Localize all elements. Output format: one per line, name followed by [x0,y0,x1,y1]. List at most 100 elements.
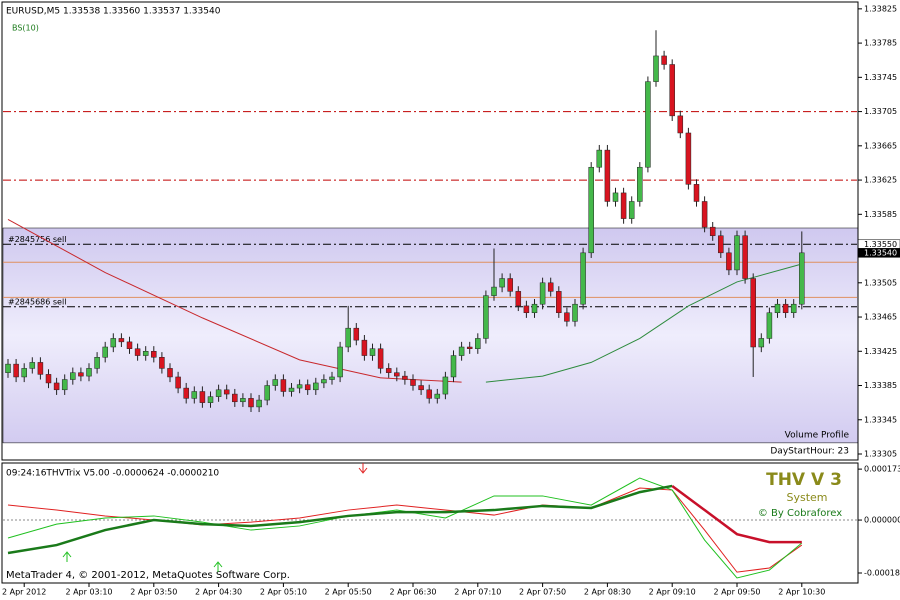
candle-body [256,399,262,408]
footer: MetaTrader 4, © 2001-2012, MetaQuotes So… [6,570,290,581]
chart-title: EURUSD,M5 1.33538 1.33560 1.33537 1.3354… [6,7,221,17]
candle-body [110,338,117,348]
y-tick-label: 1.33465 [864,313,897,322]
candle-body [151,351,157,358]
candle-body [701,201,708,228]
candle-body [102,346,108,358]
candle-body [718,235,724,254]
y-tick-label: 1.33705 [864,107,897,116]
candle-body [580,252,586,305]
candle-body [726,252,732,271]
candle-body [183,387,189,399]
y-tick-label: 1.33785 [864,39,897,48]
x-tick-label: 2 Apr 08:30 [584,588,631,597]
candle-body [53,382,60,391]
candle-body [790,303,797,314]
candle-body [645,81,651,168]
x-tick-label: 2 Apr 03:10 [65,588,112,597]
y-tick-label: 1.33345 [864,415,897,424]
candle-body [750,278,756,348]
y-tick-label: 0.0000000 [864,516,900,525]
candle-body [499,278,505,288]
candle-body [240,398,246,403]
candle-body [191,391,198,399]
candle-body [653,55,659,82]
candle-body [313,382,319,391]
candle-body [556,291,562,314]
candle-body [142,351,149,356]
candle-body [596,149,603,168]
candle-body [782,303,789,314]
candle-body [78,372,84,377]
candle-body [232,393,238,403]
x-tick-label: 2 Apr 05:50 [325,588,372,597]
y-tick-label: 1.33505 [864,278,897,287]
x-tick-label: 2 Apr 09:50 [713,588,760,597]
candle-body [693,184,700,202]
y-tick-label: 0.0001732 [864,465,900,474]
candle-body [329,376,335,380]
candle-body [628,201,635,219]
y-tick-label: 1.33745 [864,73,897,82]
candle-body [345,327,351,348]
moving-average [7,219,462,383]
y-tick-label: 1.33385 [864,381,897,390]
profile-note: DayStartHour: 23 [770,447,849,457]
candle-body [466,346,473,349]
profile-label: Volume Profile [785,431,850,441]
candle-body [45,374,52,384]
candle-body [539,282,546,305]
indicator-line [7,477,803,579]
price-box-label: 1.33540 [864,248,897,257]
candle-body [369,348,376,356]
candle-body [491,286,497,296]
candle-body [272,379,279,386]
candle-body [37,362,44,375]
indicator-line [7,484,673,555]
y-tick-label: 1.33665 [864,141,897,150]
price-box-label: 1.33550 [864,240,897,249]
candle-body [734,235,740,271]
candle-body [223,389,230,395]
candle-body [418,385,424,391]
brand-subtitle: System [786,491,827,504]
candle-body [475,338,481,349]
candle-body [385,368,392,373]
x-tick-label: 2 Apr 07:10 [454,588,501,597]
candle-body [159,357,165,369]
candle-body [5,363,11,373]
candle-body [799,252,805,305]
y-tick-label: 1.33625 [864,176,897,185]
y-tick-label: 1.33825 [864,4,897,13]
brand-author: © By Cobraforex [758,508,842,519]
candle-body [321,379,327,384]
indicator-label: BS(10) [12,24,39,33]
candle-body [199,391,206,403]
candle-body [264,385,270,401]
candle-body [620,192,627,219]
candle-body [215,389,222,397]
x-tick-label: 2 Apr 09:10 [649,588,696,597]
candle-body [450,355,457,378]
candle-body [637,166,643,202]
candle-body [774,303,781,314]
candle-body [248,398,254,408]
candle-body [175,376,181,389]
candle-body [434,393,441,399]
candle-body [442,376,449,395]
y-tick-label: 1.33305 [864,450,897,459]
candle-body [94,357,100,369]
candle-body [296,384,303,389]
plot-layer: 1.33825 1.33785 1.33745 1.33705 1.33665 1.336… [2,4,900,597]
candle-body [547,282,554,292]
sub-title: 09:24:16THVTrix V5.00 -0.0000624 -0.0000… [6,469,219,479]
y-tick-label: 1.33585 [864,210,897,219]
x-tick-label: 2 Apr 10:30 [778,588,825,597]
candle-body [29,362,36,369]
candle-body [21,368,27,378]
candle-body [13,363,19,378]
candle-body [685,132,692,185]
candle-body [669,64,675,117]
candle-body [361,339,368,356]
